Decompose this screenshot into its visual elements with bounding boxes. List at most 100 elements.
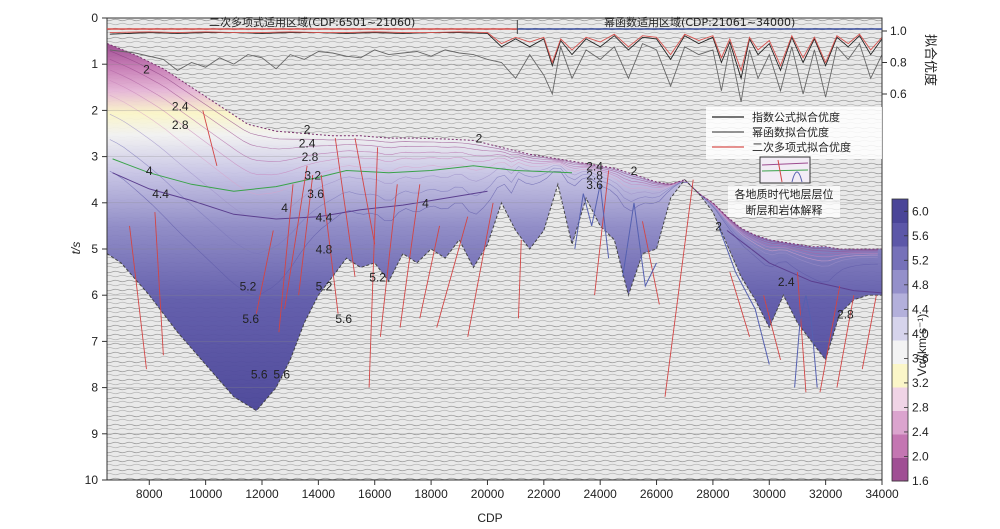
igneous-body-outline (622, 202, 657, 288)
fault-line (436, 216, 469, 328)
fault-line (729, 271, 750, 337)
y-axis-title: t/s (69, 242, 83, 255)
velocity-contours (109, 50, 878, 297)
legend-extra-label: 断层和岩体解释 (746, 203, 823, 217)
fault-line (320, 175, 339, 314)
colorbar-tick-label: 5.6 (912, 229, 929, 243)
fault-line (399, 184, 421, 328)
x-tick-label: 18000 (414, 487, 448, 501)
legend-label: 二次多项式拟合优度 (752, 140, 851, 154)
colorbar-tick-label: 6.0 (912, 204, 929, 218)
contour-label: 4.4 (152, 187, 169, 201)
contour-label: 2.4 (172, 99, 189, 113)
contour-label: 2 (304, 123, 311, 137)
contour-line (109, 94, 878, 262)
fit-series-line (109, 32, 882, 81)
x-axis-title: CDP (477, 511, 502, 525)
colorbar-tick-label: 2.0 (912, 449, 929, 463)
y-tick-label: 6 (91, 288, 98, 302)
colorbar-swatch (892, 269, 908, 294)
fault-line (298, 175, 314, 296)
legend-inset-horizon (761, 162, 809, 166)
y-tick-label: 7 (91, 334, 98, 348)
legend-inset-body (791, 171, 803, 183)
x-tick-label: 22000 (527, 487, 561, 501)
contour-label: 2.8 (837, 307, 854, 321)
x-tick-label: 10000 (189, 487, 223, 501)
colorbar-tick-label: 4.8 (912, 278, 929, 292)
horizon-purple (726, 230, 882, 294)
fault-line (467, 202, 494, 337)
fault-line (797, 272, 807, 393)
region-header: 二次多项式适用区域(CDP:6501~21060) 幂函数适用区域(CDP:210… (107, 15, 882, 34)
fault-line (354, 138, 376, 245)
x-tick-label: 8000 (136, 487, 163, 501)
legend-extra-bg (728, 202, 840, 217)
horizon-green (112, 158, 573, 192)
contour-label: 4.4 (316, 210, 333, 224)
x-tick-label: 28000 (696, 487, 730, 501)
x-tick-label: 26000 (640, 487, 674, 501)
y-tick-label: 0 (91, 11, 98, 25)
contour-label: 2.8 (302, 150, 319, 164)
top-boundary (107, 42, 882, 250)
contour-label: 5.6 (273, 367, 290, 381)
contour-label: 5.2 (316, 280, 333, 294)
x-tick-label: 12000 (245, 487, 279, 501)
colorbar-swatch (892, 222, 908, 247)
fit-series-line (109, 31, 882, 72)
y-axis-time: 0 1 2 3 4 5 6 7 8 9 10 (85, 11, 107, 487)
contour-line (109, 50, 878, 251)
y-tick-label: 10 (85, 473, 99, 487)
colorbar-swatch (892, 410, 908, 435)
fault-line (278, 184, 294, 333)
region-label: 二次多项式适用区域(CDP:6501~21060) (209, 15, 415, 29)
x-axis: 8000 10000 12000 14000 16000 18000 20000 22000 2… (136, 480, 899, 501)
legend-label: 幂函数拟合优度 (752, 125, 829, 139)
horizon-purple (112, 172, 488, 220)
y-tick-label: 3 (91, 150, 98, 164)
x-tick-label: 32000 (809, 487, 843, 501)
contour-label: 3.6 (586, 178, 603, 192)
fault-line (129, 225, 147, 370)
basement-boundary (107, 178, 882, 412)
colorbar-tick-label: 4.0 (912, 327, 929, 341)
fault-line (518, 239, 522, 319)
fault-line (368, 147, 378, 388)
contour-line (109, 170, 878, 297)
contour-label: 5.2 (240, 280, 257, 294)
contour-label: 2.8 (172, 118, 189, 132)
y-tick-label: 5 (91, 242, 98, 256)
y-tick-label: 4 (91, 196, 98, 210)
contour-label: 2.8 (586, 169, 603, 183)
colorbar-swatch (892, 246, 908, 270)
contour-line (109, 113, 878, 267)
colorbar-tick-label: 2.4 (912, 425, 929, 439)
x-tick-label: 14000 (302, 487, 336, 501)
fault-line (284, 165, 308, 310)
colorbar-tick-label: 5.2 (912, 253, 929, 267)
contour-label: 5.2 (369, 270, 386, 284)
fault-line (819, 285, 841, 393)
colorbar-tick-label: 3.6 (912, 351, 929, 365)
fault-line (664, 179, 694, 397)
legend-extra-bg (728, 186, 840, 201)
contour-label: 2.4 (586, 159, 603, 173)
igneous-body-outline (574, 184, 610, 259)
contour-line (109, 139, 878, 274)
fit-series-line (109, 42, 882, 102)
contour-label: 2.4 (299, 136, 316, 150)
colorbar-swatch (892, 340, 908, 364)
colorbar: 1.6 2.0 2.4 2.8 3.2 3.6 4.0 4.4 4.8 5.2 5.6 6.0 (891, 198, 929, 488)
contour-label: 2 (631, 164, 638, 178)
contour-label: 4.8 (316, 243, 333, 257)
velocity-body (107, 43, 882, 411)
contour-label: 2.4 (778, 275, 795, 289)
contour-label: 3.6 (307, 187, 324, 201)
horizon-lines (107, 42, 882, 412)
contour-label: 4 (422, 196, 429, 210)
fault-line (642, 221, 660, 305)
y-tick-label: 1 (91, 57, 98, 71)
fault-lines (129, 110, 877, 397)
